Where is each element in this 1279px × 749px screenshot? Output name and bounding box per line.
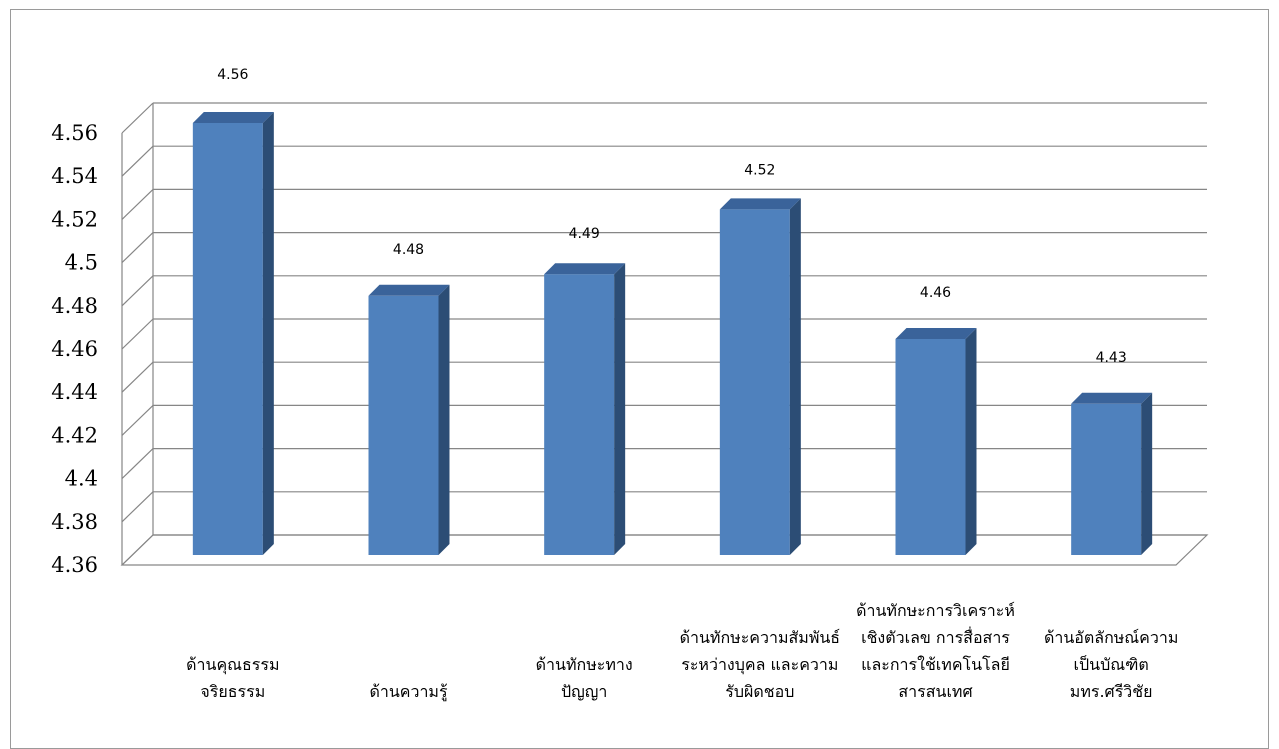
data-labels: 4.56 4.48 4.49 4.52 4.46 4.43 <box>217 67 1127 366</box>
x-axis-labels: ด้านคุณธรรมจริยธรรมด้านความรู้ ด้านทักษะท… <box>186 601 1178 702</box>
y-axis-ticks: 4.36 4.38 4.4 4.42 4.44 4.46 4.48 4.5 4.52 4.54 4.… <box>51 121 98 577</box>
bar-top <box>368 284 450 296</box>
y-tick-label: 4.4 <box>65 467 98 491</box>
data-label: 4.56 <box>217 67 248 83</box>
bar-top <box>192 112 274 123</box>
bar-top <box>1071 392 1153 404</box>
bar <box>544 274 615 555</box>
bar-chart: 4.36 4.38 4.4 4.42 4.44 4.46 4.48 4.5 4.52 4.54 4.… <box>51 67 1209 702</box>
x-tick-label: ด้านอัตลักษณ์ความเป็นบัณฑิตมทร.ศรีวิชัย <box>1044 628 1178 701</box>
data-label: 4.46 <box>920 285 951 301</box>
y-tick-label: 4.48 <box>51 294 98 318</box>
y-tick-label: 4.38 <box>51 510 98 534</box>
x-tick-label: ด้านความรู้ <box>369 682 448 702</box>
bar-top <box>895 328 977 339</box>
y-tick-label: 4.44 <box>51 380 98 404</box>
x-tick-label: ด้านทักษะทางปัญญา <box>536 655 633 701</box>
data-label: 4.48 <box>393 242 424 258</box>
gridline-side <box>121 318 154 350</box>
y-tick-label: 4.46 <box>51 337 98 361</box>
y-tick-label: 4.5 <box>65 251 98 275</box>
x-tick-label: ด้านคุณธรรมจริยธรรม <box>186 655 279 701</box>
data-label: 4.49 <box>569 226 600 242</box>
bar <box>719 209 790 555</box>
gridline-side <box>121 491 154 523</box>
y-tick-label: 4.54 <box>51 164 98 188</box>
gridline-side <box>121 145 154 177</box>
gridline-side <box>121 361 154 393</box>
data-label: 4.52 <box>744 162 775 178</box>
gridline-side <box>121 275 154 307</box>
gridline-side <box>121 404 154 436</box>
bar-side <box>965 328 977 555</box>
bar <box>1071 403 1142 555</box>
bar-side <box>262 112 274 555</box>
y-tick-label: 4.56 <box>51 121 98 145</box>
y-tick-label: 4.42 <box>51 423 98 447</box>
bar <box>368 295 439 555</box>
x-tick-label: ด้านทักษะการวิเคราะห์เชิงตัวเลข การสื่อส… <box>856 601 1015 701</box>
bar-side <box>1141 392 1153 555</box>
bar-side <box>438 284 450 555</box>
bar <box>192 123 263 555</box>
bar-side <box>614 263 626 555</box>
gridline-side <box>121 188 154 220</box>
y-tick-label: 4.52 <box>51 207 98 231</box>
gridline-side <box>121 448 154 480</box>
gridline-side <box>121 232 154 264</box>
bar <box>895 339 966 555</box>
grid-lines <box>120 102 1209 566</box>
bar-top <box>544 263 626 275</box>
bar-top <box>719 198 801 210</box>
bar-side <box>789 198 801 555</box>
x-tick-label: ด้านทักษะความสัมพันธ์ระหว่างบุคล และความ… <box>680 628 840 701</box>
data-label: 4.43 <box>1096 350 1127 366</box>
gridline-side <box>121 102 154 134</box>
floor <box>120 534 1209 566</box>
bars <box>192 112 1153 555</box>
y-tick-label: 4.36 <box>51 553 98 577</box>
